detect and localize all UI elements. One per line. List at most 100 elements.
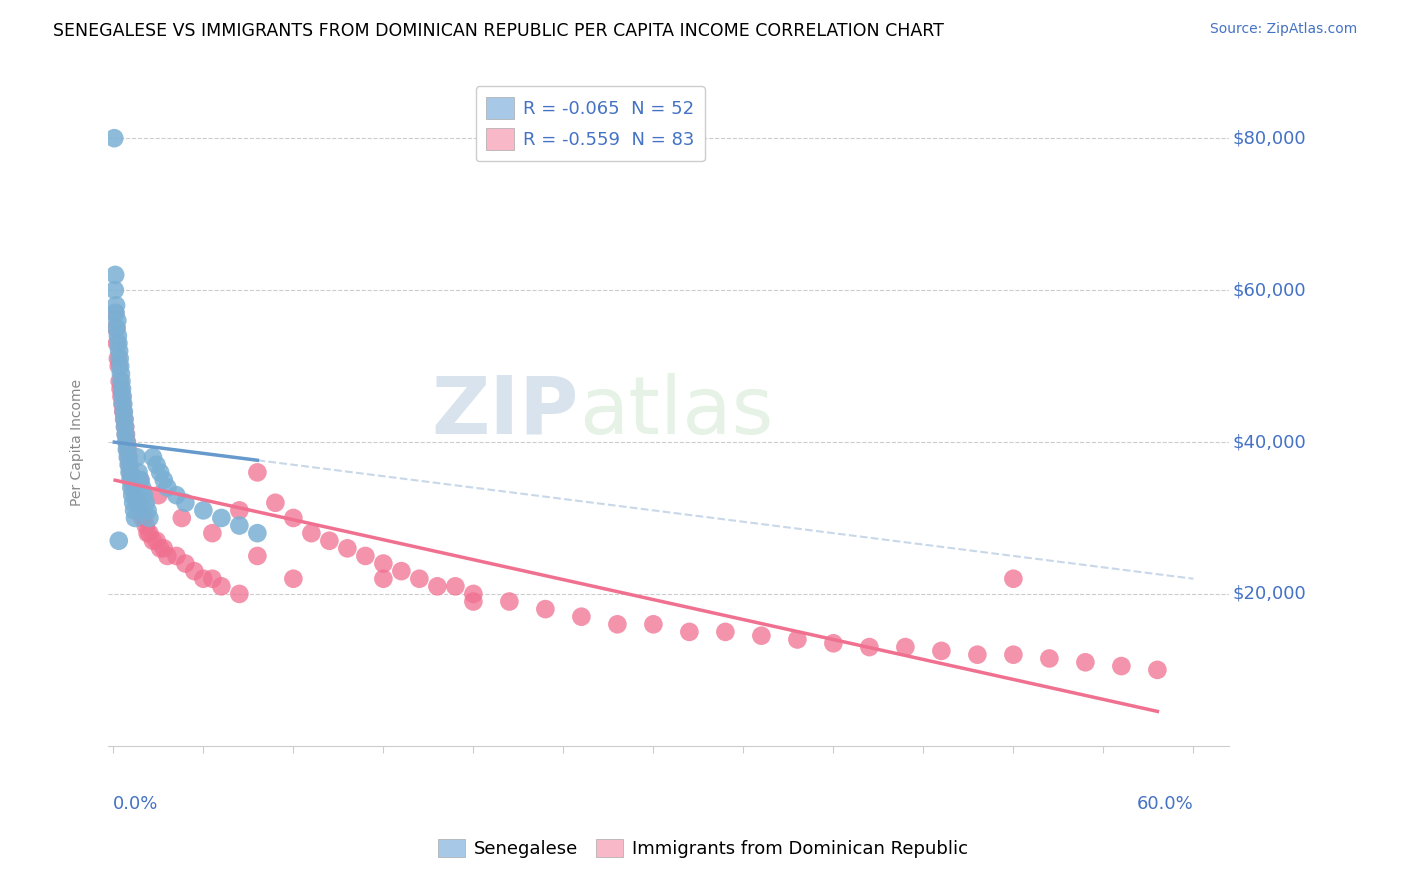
Point — [174, 496, 197, 510]
Point — [714, 624, 737, 639]
Point — [111, 382, 134, 396]
Point — [107, 328, 129, 343]
Point — [136, 526, 159, 541]
Point — [118, 458, 141, 472]
Text: 0.0%: 0.0% — [114, 795, 159, 814]
Point — [114, 412, 136, 426]
Point — [111, 397, 134, 411]
Point — [114, 420, 136, 434]
Point — [246, 526, 269, 541]
Point — [571, 609, 593, 624]
Point — [107, 351, 129, 366]
Point — [131, 511, 153, 525]
Point — [534, 602, 557, 616]
Point — [498, 594, 520, 608]
Text: $60,000: $60,000 — [1233, 281, 1306, 299]
Point — [112, 404, 135, 418]
Point — [105, 321, 128, 335]
Point — [336, 541, 359, 556]
Point — [129, 473, 152, 487]
Point — [1146, 663, 1168, 677]
Point — [786, 632, 808, 647]
Point — [120, 473, 142, 487]
Point — [751, 629, 773, 643]
Point — [136, 503, 159, 517]
Text: Source: ZipAtlas.com: Source: ZipAtlas.com — [1209, 22, 1357, 37]
Point — [108, 351, 131, 366]
Point — [111, 389, 134, 403]
Point — [299, 526, 322, 541]
Point — [209, 511, 232, 525]
Point — [283, 572, 305, 586]
Point — [117, 442, 139, 457]
Point — [156, 549, 179, 563]
Point — [1111, 659, 1133, 673]
Point — [149, 541, 172, 556]
Text: SENEGALESE VS IMMIGRANTS FROM DOMINICAN REPUBLIC PER CAPITA INCOME CORRELATION C: SENEGALESE VS IMMIGRANTS FROM DOMINICAN … — [53, 22, 945, 40]
Point — [104, 283, 127, 297]
Point — [389, 564, 412, 578]
Point — [426, 579, 449, 593]
Point — [444, 579, 467, 593]
Point — [373, 572, 395, 586]
Point — [138, 526, 160, 541]
Point — [228, 503, 250, 517]
Point — [107, 336, 129, 351]
Point — [145, 458, 167, 472]
Point — [193, 572, 215, 586]
Point — [118, 450, 141, 465]
Point — [107, 533, 129, 548]
Point — [373, 557, 395, 571]
Point — [110, 382, 132, 396]
Point — [120, 473, 142, 487]
Point — [112, 412, 135, 426]
Point — [132, 488, 155, 502]
Point — [228, 587, 250, 601]
Point — [105, 321, 128, 335]
Point — [105, 313, 128, 327]
Point — [408, 572, 430, 586]
Point — [246, 549, 269, 563]
Text: $40,000: $40,000 — [1233, 433, 1306, 451]
Point — [823, 636, 845, 650]
Text: 60.0%: 60.0% — [1136, 795, 1194, 814]
Point — [108, 374, 131, 388]
Point — [120, 481, 142, 495]
Point — [124, 511, 146, 525]
Point — [108, 343, 131, 358]
Point — [118, 466, 141, 480]
Point — [103, 131, 125, 145]
Text: ZIP: ZIP — [432, 373, 579, 450]
Point — [115, 435, 138, 450]
Point — [124, 488, 146, 502]
Point — [183, 564, 205, 578]
Point — [115, 435, 138, 450]
Point — [118, 458, 141, 472]
Point — [1002, 572, 1025, 586]
Point — [966, 648, 988, 662]
Point — [104, 268, 127, 282]
Point — [209, 579, 232, 593]
Point — [110, 389, 132, 403]
Point — [104, 306, 127, 320]
Point — [128, 466, 150, 480]
Point — [264, 496, 287, 510]
Point — [894, 640, 917, 654]
Point — [174, 557, 197, 571]
Point — [110, 374, 132, 388]
Point — [121, 488, 143, 502]
Point — [112, 397, 135, 411]
Point — [246, 466, 269, 480]
Legend: Senegalese, Immigrants from Dominican Republic: Senegalese, Immigrants from Dominican Re… — [430, 831, 976, 865]
Point — [110, 367, 132, 381]
Point — [105, 298, 128, 312]
Point — [115, 427, 138, 442]
Point — [131, 481, 153, 495]
Text: atlas: atlas — [579, 373, 773, 450]
Point — [152, 473, 174, 487]
Point — [129, 473, 152, 487]
Point — [1074, 655, 1097, 669]
Point — [122, 503, 145, 517]
Point — [132, 511, 155, 525]
Point — [170, 511, 193, 525]
